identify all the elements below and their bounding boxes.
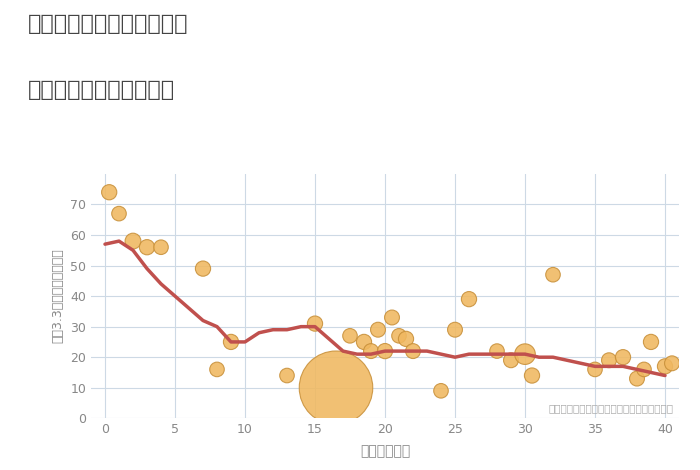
Point [197, 265, 209, 272]
Point [589, 366, 601, 373]
Point [127, 237, 139, 245]
Point [211, 366, 223, 373]
Point [631, 375, 643, 383]
Point [330, 384, 342, 392]
Point [449, 326, 461, 334]
Point [659, 363, 671, 370]
Point [365, 347, 377, 355]
Point [386, 313, 398, 321]
Y-axis label: 坪（3.3㎡）単価（万円）: 坪（3.3㎡）単価（万円） [52, 249, 64, 344]
Point [344, 332, 356, 339]
Point [141, 243, 153, 251]
Point [104, 188, 115, 196]
Point [435, 387, 447, 395]
Point [505, 356, 517, 364]
Point [491, 347, 503, 355]
Point [155, 243, 167, 251]
Text: 築年数別中古戸建て価格: 築年数別中古戸建て価格 [28, 80, 175, 100]
Point [547, 271, 559, 278]
Point [358, 338, 370, 346]
Point [617, 353, 629, 361]
Point [603, 356, 615, 364]
Point [400, 335, 412, 343]
Point [281, 372, 293, 379]
Point [309, 320, 321, 327]
Point [526, 372, 538, 379]
Point [666, 360, 678, 367]
Point [519, 350, 531, 358]
Point [638, 366, 650, 373]
Text: 兵庫県豊岡市出石町福住の: 兵庫県豊岡市出石町福住の [28, 14, 188, 34]
Point [113, 210, 125, 217]
Point [463, 295, 475, 303]
X-axis label: 築年数（年）: 築年数（年） [360, 445, 410, 459]
Point [372, 326, 384, 334]
Point [407, 347, 419, 355]
Point [225, 338, 237, 346]
Point [379, 347, 391, 355]
Point [645, 338, 657, 346]
Point [393, 332, 405, 339]
Text: 円の大きさは、取引のあった物件面積を示す: 円の大きさは、取引のあった物件面積を示す [548, 403, 673, 414]
